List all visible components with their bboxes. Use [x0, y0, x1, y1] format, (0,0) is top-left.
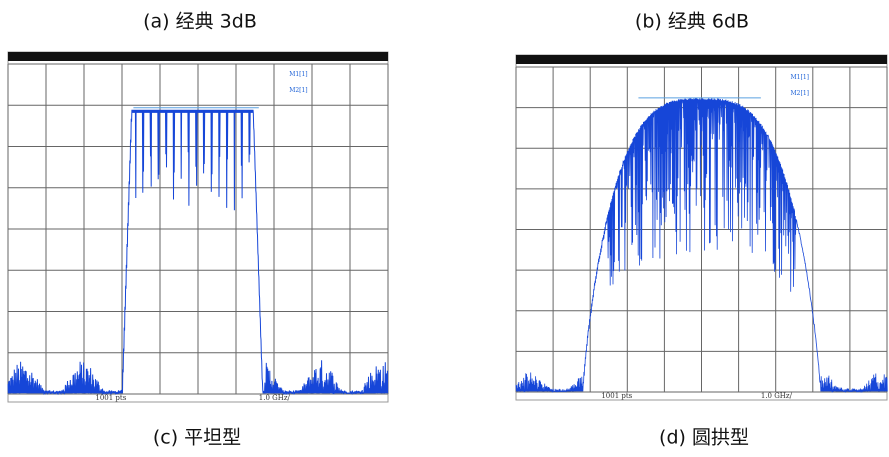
- caption: (b) 经典 6dB: [635, 11, 749, 33]
- caption: (c) 平坦型: [153, 427, 241, 449]
- marker-label: M1[1]: [289, 71, 307, 78]
- top-bar: [516, 55, 887, 64]
- span-label: 1.0 GHz/: [259, 394, 291, 402]
- spectrum-trace: [7, 109, 389, 396]
- caption: (d) 圆拱型: [659, 427, 749, 449]
- points-label: 1001 pts: [95, 394, 126, 402]
- span-label: 1.0 GHz/: [761, 392, 793, 400]
- marker-label: M2[1]: [289, 87, 307, 94]
- marker-label: M1[1]: [791, 74, 809, 81]
- spectrum-trace: [515, 97, 888, 393]
- marker-label: M2[1]: [791, 90, 809, 97]
- caption: (a) 经典 3dB: [143, 11, 257, 33]
- top-bar: [8, 52, 388, 61]
- points-label: 1001 pts: [601, 392, 632, 400]
